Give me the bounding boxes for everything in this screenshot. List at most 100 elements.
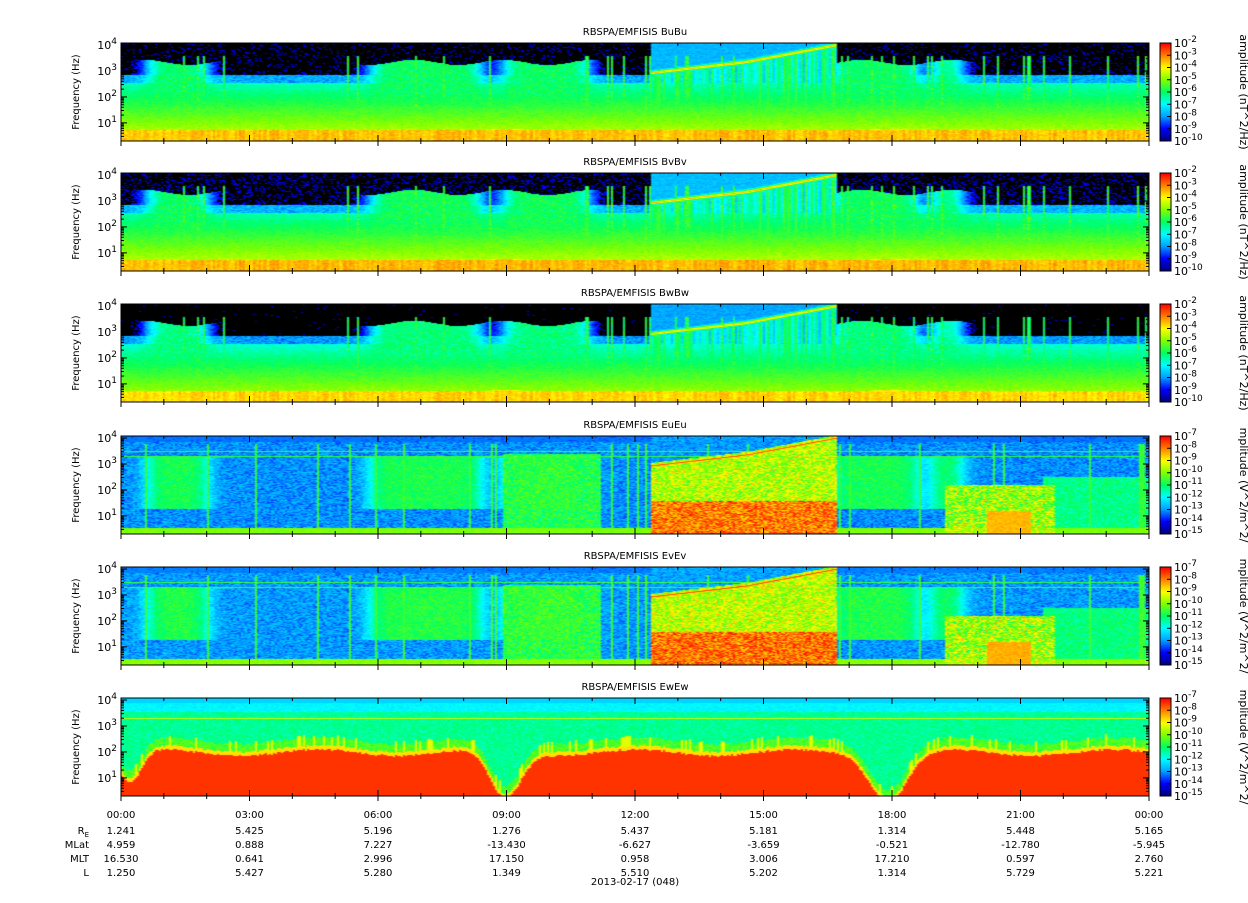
ephemeris-value: 5.181 bbox=[749, 826, 778, 837]
panel-ewew: RBSPA/EMFISIS EwEw101102103104Frequency … bbox=[71, 682, 1248, 805]
power-exponent: -8 bbox=[1188, 702, 1197, 712]
ephemeris-value: 0.888 bbox=[235, 840, 264, 851]
power-exponent: -5 bbox=[1188, 202, 1197, 212]
x-tick-label: 06:00 bbox=[364, 810, 393, 821]
ephemeris-value: 5.280 bbox=[364, 868, 393, 879]
ephemeris-label: MLat bbox=[65, 840, 89, 851]
power-exponent: 4 bbox=[111, 430, 117, 440]
colorbar-tick-label: 10-9 bbox=[1174, 453, 1197, 468]
power-base: 10 bbox=[1174, 384, 1188, 397]
spectrogram-image bbox=[121, 304, 1149, 402]
colorbar-tick-label: 10-10 bbox=[1174, 133, 1203, 148]
colorbar-tick-label: 10-12 bbox=[1174, 620, 1203, 635]
power-exponent: -9 bbox=[1188, 453, 1197, 463]
x-axis: 00:00 03:00 06:00 09:00 12:00 15:00 18:00 21:00… bbox=[107, 810, 1164, 821]
power-exponent: -3 bbox=[1188, 177, 1197, 187]
power-exponent: -11 bbox=[1188, 739, 1203, 749]
colorbar-tick-label: 10-14 bbox=[1174, 514, 1203, 529]
power-base: 10 bbox=[1174, 778, 1188, 791]
panel-title: RBSPA/EMFISIS BwBw bbox=[581, 288, 689, 299]
y-tick-label: 103 bbox=[97, 718, 117, 733]
power-base: 10 bbox=[1174, 335, 1188, 348]
power-base: 10 bbox=[1174, 692, 1188, 705]
ephemeris-value: 2.996 bbox=[364, 854, 393, 865]
power-exponent: 4 bbox=[111, 167, 117, 177]
power-base: 10 bbox=[97, 352, 111, 365]
colorbar-tick-label: 10-9 bbox=[1174, 584, 1197, 599]
power-exponent: -10 bbox=[1188, 727, 1203, 737]
power-base: 10 bbox=[1174, 561, 1188, 574]
x-tick-label: 21:00 bbox=[1006, 810, 1035, 821]
power-exponent: 1 bbox=[111, 115, 117, 125]
power-exponent: -13 bbox=[1188, 764, 1203, 774]
power-base: 10 bbox=[1174, 467, 1188, 480]
power-exponent: -7 bbox=[1188, 357, 1197, 367]
colorbar-tick-label: 10-6 bbox=[1174, 214, 1197, 229]
power-exponent: 3 bbox=[111, 718, 117, 728]
power-base: 10 bbox=[1174, 111, 1188, 124]
y-tick-label: 102 bbox=[97, 744, 117, 759]
ephemeris-value: 0.597 bbox=[1006, 854, 1035, 865]
power-exponent: -8 bbox=[1188, 370, 1197, 380]
x-tick-label: 03:00 bbox=[235, 810, 264, 821]
y-axis-label: Frequency (Hz) bbox=[71, 447, 82, 523]
ephemeris-value: 5.165 bbox=[1135, 826, 1164, 837]
ephemeris-value: 5.510 bbox=[621, 868, 650, 879]
power-base: 10 bbox=[1174, 717, 1188, 730]
power-exponent: -4 bbox=[1188, 190, 1197, 200]
power-base: 10 bbox=[97, 300, 111, 313]
power-base: 10 bbox=[1174, 479, 1188, 492]
power-base: 10 bbox=[1174, 241, 1188, 254]
power-base: 10 bbox=[1174, 123, 1188, 136]
spectrogram-image bbox=[121, 567, 1149, 665]
power-base: 10 bbox=[97, 510, 111, 523]
power-base: 10 bbox=[1174, 647, 1188, 660]
power-exponent: -8 bbox=[1188, 440, 1197, 450]
ephemeris-value: 1.349 bbox=[492, 868, 521, 879]
colorbar-tick-label: 10-7 bbox=[1174, 357, 1197, 372]
x-tick-label: 15:00 bbox=[749, 810, 778, 821]
power-exponent: -10 bbox=[1188, 133, 1203, 143]
power-exponent: -9 bbox=[1188, 121, 1197, 131]
power-exponent: -12 bbox=[1188, 489, 1203, 499]
colorbar-label: amplitude (nT^2/Hz) bbox=[1237, 295, 1248, 410]
y-tick-label: 103 bbox=[97, 456, 117, 471]
colorbar-tick-label: 10-9 bbox=[1174, 121, 1197, 136]
panel-title: RBSPA/EMFISIS BvBv bbox=[583, 157, 687, 168]
power-exponent: 4 bbox=[111, 692, 117, 702]
power-exponent: -4 bbox=[1188, 60, 1197, 70]
colorbar-tick-label: 10-3 bbox=[1174, 308, 1197, 323]
ephemeris-label-text: MLat bbox=[65, 840, 89, 851]
y-tick-label: 102 bbox=[97, 482, 117, 497]
power-exponent: -2 bbox=[1188, 165, 1197, 175]
ephemeris-value: 17.150 bbox=[489, 854, 524, 865]
power-base: 10 bbox=[1174, 586, 1188, 599]
power-exponent: 1 bbox=[111, 245, 117, 255]
colorbar-tick-label: 10-7 bbox=[1174, 559, 1197, 574]
y-axis-label: Frequency (Hz) bbox=[71, 709, 82, 785]
power-base: 10 bbox=[1174, 347, 1188, 360]
colorbar-tick-label: 10-8 bbox=[1174, 239, 1197, 254]
colorbar bbox=[1160, 436, 1171, 534]
power-exponent: -10 bbox=[1188, 465, 1203, 475]
power-base: 10 bbox=[1174, 359, 1188, 372]
colorbar-tick-label: 10-12 bbox=[1174, 751, 1203, 766]
colorbar-tick-label: 10-8 bbox=[1174, 571, 1197, 586]
power-exponent: 1 bbox=[111, 770, 117, 780]
y-tick-label: 101 bbox=[97, 639, 117, 654]
power-base: 10 bbox=[1174, 610, 1188, 623]
colorbar-tick-label: 10-10 bbox=[1174, 727, 1203, 742]
y-tick-label: 101 bbox=[97, 245, 117, 260]
power-base: 10 bbox=[97, 117, 111, 130]
power-exponent: -2 bbox=[1188, 35, 1197, 45]
colorbar-label: amplitude (nT^2/Hz) bbox=[1237, 164, 1248, 279]
power-exponent: -10 bbox=[1188, 263, 1203, 273]
power-base: 10 bbox=[1174, 622, 1188, 635]
colorbar-tick-label: 10-14 bbox=[1174, 776, 1203, 791]
colorbar-tick-label: 10-14 bbox=[1174, 645, 1203, 660]
colorbar-tick-label: 10-2 bbox=[1174, 296, 1197, 311]
colorbar-tick-label: 10-3 bbox=[1174, 47, 1197, 62]
power-exponent: -11 bbox=[1188, 608, 1203, 618]
x-tick-label: 12:00 bbox=[621, 810, 650, 821]
power-exponent: -14 bbox=[1188, 514, 1203, 524]
